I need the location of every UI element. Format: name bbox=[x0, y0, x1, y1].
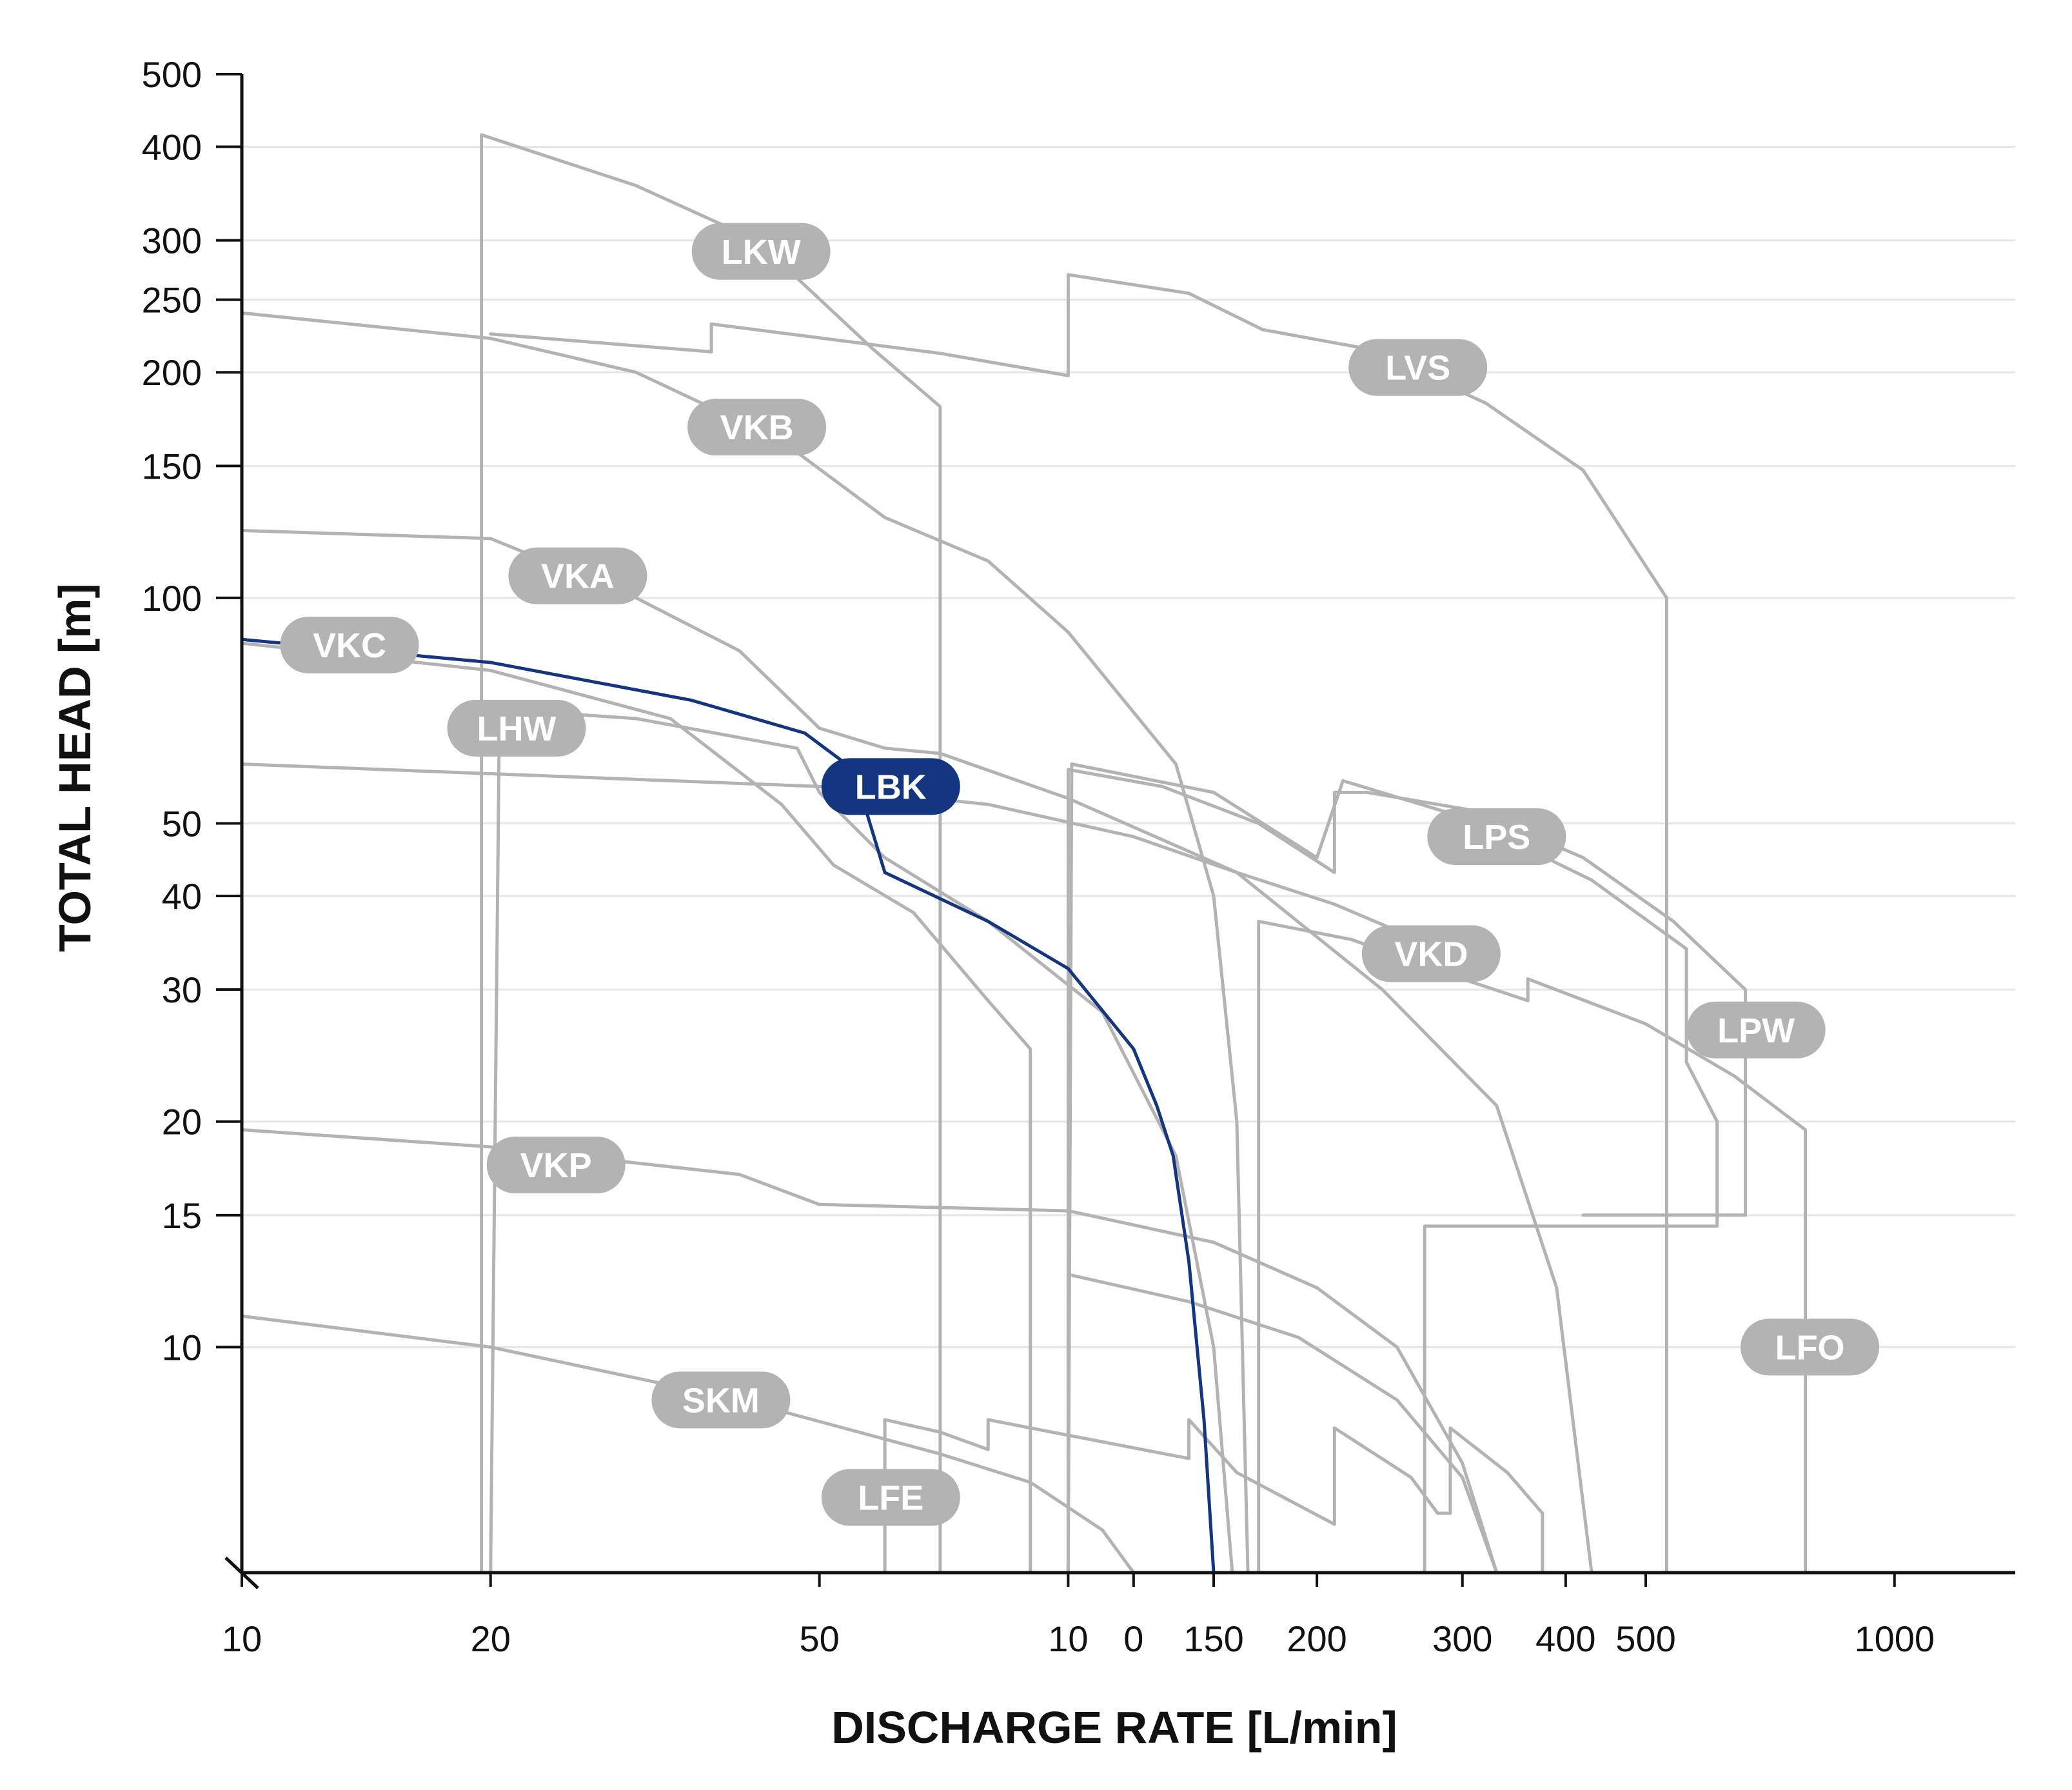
series-labels: LKW VKB LVS VKA VKC LHW LBK LPS LPW VKD VKP SKM LFE L… bbox=[280, 223, 1880, 1526]
y-tick-label: 400 bbox=[142, 127, 202, 168]
x-tick-label: 0 bbox=[1123, 1618, 1143, 1659]
y-tick-label: 300 bbox=[142, 221, 202, 261]
series-label-lfo: LFO bbox=[1741, 1318, 1880, 1376]
series-label-text: LFO bbox=[1775, 1328, 1845, 1367]
y-tick-label: 200 bbox=[142, 352, 202, 393]
series-label-text: VKD bbox=[1394, 935, 1468, 974]
series-label-pill bbox=[280, 617, 419, 674]
series-label-text: LHW bbox=[477, 710, 557, 748]
x-tick-label: 50 bbox=[799, 1618, 839, 1659]
series-label-vkc: VKC bbox=[280, 617, 419, 674]
series-label-text: LVS bbox=[1385, 349, 1450, 388]
y-tick-label: 20 bbox=[162, 1102, 202, 1142]
series-label-pill bbox=[486, 1137, 626, 1194]
curve-lpw bbox=[1066, 762, 1719, 1575]
series-label-text: VKP bbox=[520, 1146, 592, 1185]
series-label-pill bbox=[1686, 1001, 1826, 1059]
curve-vkb bbox=[240, 311, 1250, 1575]
series-label-text: VKA bbox=[541, 557, 615, 596]
curve-lbk bbox=[240, 637, 1216, 1575]
series-label-text: SKM bbox=[682, 1381, 760, 1420]
x-tick-label: 150 bbox=[1183, 1618, 1243, 1659]
x-tick-label: 400 bbox=[1535, 1618, 1595, 1659]
series-label-pill bbox=[1361, 925, 1501, 982]
y-tick-label: 50 bbox=[162, 804, 202, 844]
x-tick-label: 200 bbox=[1287, 1618, 1347, 1659]
series-label-lbk: LBK bbox=[821, 758, 960, 815]
x-tick-label: 20 bbox=[471, 1618, 511, 1659]
series-label-vkd: VKD bbox=[1361, 925, 1501, 982]
series-label-pill bbox=[821, 1469, 960, 1526]
series-label-text: LPW bbox=[1717, 1011, 1795, 1050]
x-tick-label: 500 bbox=[1615, 1618, 1675, 1659]
x-axis-title: DISCHARGE RATE [L/min] bbox=[831, 1702, 1397, 1753]
x-tick-label: 10 bbox=[1048, 1618, 1088, 1659]
curve-lhw bbox=[489, 708, 1234, 1575]
series-label-pill bbox=[508, 547, 647, 604]
x-ticks: 10 20 50 10 0 150 200 300 400 500 1000 bbox=[222, 1573, 1935, 1659]
y-tick-label: 100 bbox=[142, 578, 202, 619]
curve-skm bbox=[240, 1314, 1136, 1575]
series-label-pill bbox=[1741, 1318, 1880, 1376]
curve-lfe bbox=[883, 1418, 1544, 1575]
series-label-text: VKB bbox=[720, 408, 794, 447]
series-label-pill bbox=[691, 223, 831, 280]
y-ticks: 500 400 300 250 200 150 100 50 40 30 20 15 10 bbox=[142, 54, 242, 1367]
curves bbox=[240, 133, 1807, 1575]
series-label-text: VKC bbox=[313, 626, 386, 665]
curve-unlabeled bbox=[240, 762, 1465, 960]
series-label-pill bbox=[651, 1371, 791, 1429]
series-label-text: LKW bbox=[722, 233, 801, 272]
series-label-lpw: LPW bbox=[1686, 1001, 1826, 1059]
curve-unlabeled bbox=[1066, 1273, 1499, 1575]
series-label-pill bbox=[821, 758, 960, 815]
series-label-lps: LPS bbox=[1427, 808, 1566, 866]
y-tick-label: 150 bbox=[142, 446, 202, 486]
series-label-pill bbox=[687, 399, 827, 456]
series-label-pill bbox=[447, 699, 586, 757]
series-label-text: LPS bbox=[1463, 818, 1530, 857]
y-tick-label: 30 bbox=[162, 970, 202, 1010]
series-label-text: LFE bbox=[858, 1478, 923, 1517]
series-label-lfe: LFE bbox=[821, 1469, 960, 1526]
series-label-vka: VKA bbox=[508, 547, 647, 604]
y-tick-label: 40 bbox=[162, 876, 202, 917]
x-tick-label: 1000 bbox=[1854, 1618, 1935, 1659]
series-label-vkb: VKB bbox=[687, 399, 827, 456]
y-axis-title: TOTAL HEAD [m] bbox=[50, 583, 100, 952]
x-tick-label: 300 bbox=[1432, 1618, 1492, 1659]
y-tick-label: 10 bbox=[162, 1327, 202, 1367]
curve-vkd bbox=[1257, 919, 1807, 1575]
series-label-text: LBK bbox=[855, 768, 927, 806]
series-label-pill bbox=[1348, 339, 1488, 396]
y-tick-label: 250 bbox=[142, 280, 202, 321]
y-tick-label: 15 bbox=[162, 1195, 202, 1236]
curve-lps bbox=[1066, 768, 1747, 1575]
series-label-lvs: LVS bbox=[1348, 339, 1488, 396]
series-label-lkw: LKW bbox=[691, 223, 831, 280]
curve-vkc bbox=[240, 641, 1032, 1575]
series-label-pill bbox=[1427, 808, 1566, 866]
curve-vka bbox=[240, 528, 1593, 1575]
series-label-skm: SKM bbox=[651, 1371, 791, 1429]
series-label-lhw: LHW bbox=[447, 699, 586, 757]
curve-lvs bbox=[489, 273, 1668, 1575]
y-tick-label: 500 bbox=[142, 54, 202, 95]
series-label-vkp: VKP bbox=[486, 1137, 626, 1194]
x-tick-label: 10 bbox=[222, 1618, 262, 1659]
